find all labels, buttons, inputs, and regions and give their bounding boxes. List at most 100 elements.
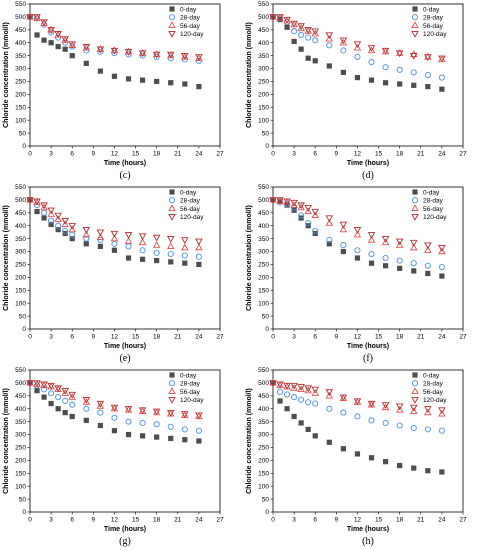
data-point (424, 71, 431, 79)
legend-label: 28-day (423, 198, 444, 205)
x-tick-label: 3 (49, 517, 53, 524)
data-point (326, 42, 333, 49)
x-tick-label: 6 (313, 517, 317, 524)
data-point (312, 227, 319, 234)
legend-label: 56-day (423, 23, 444, 30)
x-tick-label: 15 (132, 517, 140, 524)
y-tick-label: 250 (15, 79, 26, 86)
data-point (196, 261, 202, 268)
data-point (340, 409, 347, 416)
series-120-day (269, 380, 446, 415)
data-point (438, 55, 446, 63)
legend-label: 0-day (180, 190, 197, 197)
data-point (382, 419, 389, 426)
data-point (54, 385, 62, 393)
y-axis-label: Chloride concentration (mmol/l) (3, 22, 10, 128)
data-point (111, 428, 118, 434)
data-point (276, 14, 284, 22)
data-point (438, 245, 446, 252)
legend-marker (411, 387, 419, 395)
data-point (61, 388, 69, 395)
data-point (33, 380, 41, 388)
legend-label: 28-day (423, 15, 444, 22)
data-point (367, 232, 376, 239)
y-tick-label: 150 (15, 287, 26, 294)
legend-label: 28-day (180, 198, 201, 205)
data-point (69, 53, 75, 59)
y-tick-label: 50 (19, 130, 27, 137)
y-tick-label: 450 (15, 393, 26, 400)
data-point (269, 380, 277, 388)
data-point (47, 27, 55, 34)
data-point (182, 437, 188, 443)
data-point (438, 407, 446, 415)
x-tick-label: 18 (396, 334, 404, 341)
x-tick-label: 21 (174, 517, 182, 524)
data-point (26, 195, 34, 203)
data-point (96, 46, 105, 54)
data-point (395, 240, 404, 248)
legend-marker (412, 6, 418, 12)
y-tick-label: 550 (15, 1, 26, 8)
data-point (354, 413, 361, 420)
series-0-day (27, 14, 202, 90)
data-point (410, 260, 417, 267)
data-point (96, 45, 105, 52)
y-tick-label: 350 (15, 419, 26, 426)
data-point (283, 16, 291, 24)
x-tick-label: 3 (292, 334, 296, 341)
data-point (166, 409, 175, 417)
data-point (326, 236, 333, 243)
data-point (181, 411, 189, 419)
y-tick-label: 550 (258, 184, 269, 191)
data-point (290, 20, 298, 28)
data-point (111, 73, 118, 79)
plot-frame (29, 186, 221, 330)
data-point (83, 405, 90, 412)
y-tick-label: 100 (15, 117, 26, 124)
data-point (125, 418, 132, 425)
data-point (325, 32, 334, 40)
chart-panel: 0 50 100 150 200 250 300 350 400 450 500 550 0 3 6 9 12 1… (3, 1, 224, 181)
data-point (96, 229, 105, 237)
y-tick-label: 100 (15, 483, 26, 490)
data-point (326, 405, 333, 412)
data-point (439, 469, 445, 475)
data-point (340, 446, 346, 452)
data-point (354, 451, 361, 457)
data-point (395, 405, 404, 413)
legend-label: 120-day (180, 397, 204, 404)
data-point (311, 28, 319, 36)
x-tick-label: 12 (354, 517, 362, 524)
x-tick-label: 21 (417, 517, 425, 524)
data-point (284, 406, 290, 412)
data-point (298, 46, 304, 52)
data-point (325, 391, 334, 399)
data-point (152, 408, 161, 416)
y-tick-label: 0 (265, 143, 269, 150)
data-point (68, 41, 76, 49)
legend-marker (168, 21, 176, 29)
legend-label: 56-day (423, 389, 444, 396)
data-point (381, 402, 390, 409)
y-tick-label: 300 (258, 432, 269, 439)
plot-frame (29, 369, 221, 513)
data-point (305, 426, 311, 432)
data-point (82, 226, 91, 234)
y-tick-label: 200 (15, 92, 26, 99)
y-tick-label: 200 (258, 92, 269, 99)
data-point (55, 406, 61, 412)
data-point (152, 240, 161, 248)
data-point (270, 14, 276, 20)
data-point (34, 32, 40, 38)
y-tick-label: 250 (258, 445, 269, 452)
data-point (152, 50, 161, 57)
x-axis-label: Time (hours) (347, 160, 389, 167)
data-point (411, 465, 417, 471)
data-point (409, 243, 418, 251)
data-point (424, 242, 432, 250)
y-tick-label: 550 (15, 367, 26, 374)
plot-frame (272, 3, 464, 147)
data-point (312, 400, 319, 407)
legend-label: 28-day (180, 15, 201, 22)
